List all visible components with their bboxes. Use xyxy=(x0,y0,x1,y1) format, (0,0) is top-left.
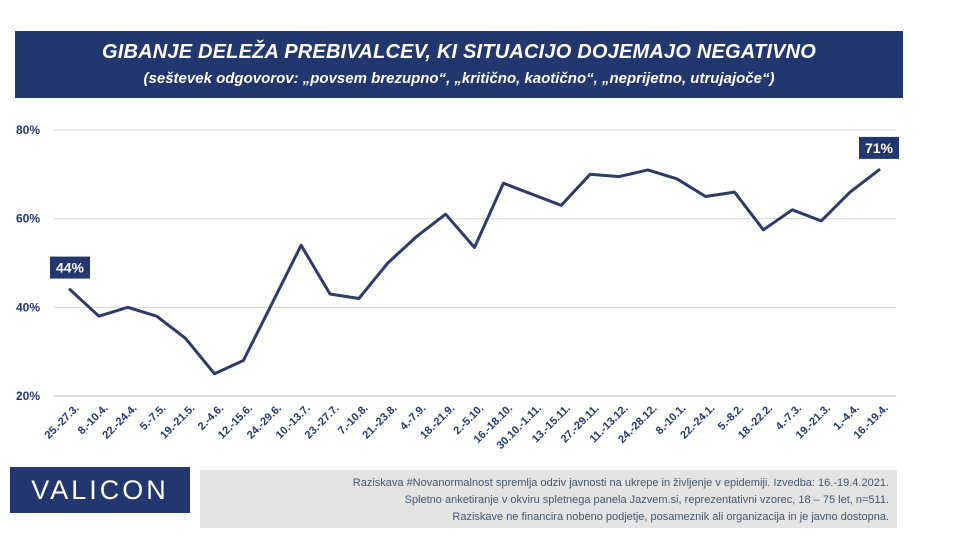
chart-subtitle: (seštevek odgovorov: „povsem brezupno“, … xyxy=(143,70,775,87)
y-tick-label: 20% xyxy=(16,389,40,403)
chart-title: GIBANJE DELEŽA PREBIVALCEV, KI SITUACIJO… xyxy=(101,41,817,63)
data-label: 71% xyxy=(865,140,894,156)
footer-note-line: Raziskave ne financira nobeno podjetje, … xyxy=(452,511,889,523)
footer-note: Raziskava #Novanormalnost spremlja odziv… xyxy=(200,470,897,528)
y-tick-label: 40% xyxy=(16,300,40,314)
data-label: 44% xyxy=(56,260,85,276)
footer-note-line: Spletno anketiranje v okviru spletnega p… xyxy=(404,494,889,506)
title-banner: GIBANJE DELEŽA PREBIVALCEV, KI SITUACIJO… xyxy=(15,31,903,98)
valicon-logo: VALICON xyxy=(10,467,190,513)
footer-note-line: Raziskava #Novanormalnost spremlja odziv… xyxy=(352,477,889,489)
series-line xyxy=(68,168,881,376)
data-label-box xyxy=(859,136,899,159)
x-tick-label: 25.-27.3. xyxy=(43,402,82,441)
data-label-box xyxy=(50,256,90,279)
y-tick-label: 60% xyxy=(16,212,40,226)
y-tick-label: 80% xyxy=(16,123,40,137)
